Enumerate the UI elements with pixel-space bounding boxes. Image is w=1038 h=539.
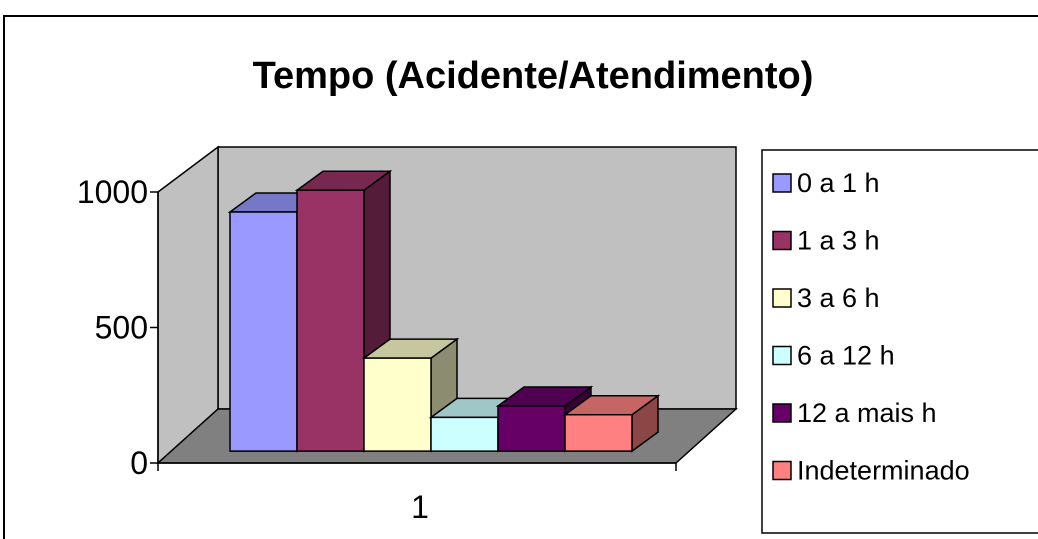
side-wall bbox=[158, 147, 218, 463]
legend-label: 6 a 12 h bbox=[797, 341, 895, 371]
legend-swatch bbox=[773, 462, 791, 480]
legend-item: 12 a mais h bbox=[773, 398, 937, 428]
bar-front bbox=[431, 417, 498, 451]
x-category-label: 1 bbox=[411, 489, 429, 525]
legend-label: Indeterminado bbox=[797, 456, 970, 486]
legend-swatch bbox=[773, 174, 791, 192]
bar-series-6 bbox=[565, 396, 658, 451]
legend-label: 12 a mais h bbox=[797, 398, 937, 428]
legend-swatch bbox=[773, 289, 791, 307]
legend-label: 0 a 1 h bbox=[797, 168, 880, 198]
bar-front bbox=[364, 358, 431, 451]
y-tick-label: 500 bbox=[95, 310, 148, 346]
y-tick-label: 0 bbox=[130, 445, 148, 481]
y-tick-label: 1000 bbox=[77, 174, 148, 210]
legend-swatch bbox=[773, 232, 791, 250]
chart-title: Tempo (Acidente/Atendimento) bbox=[253, 55, 814, 97]
legend-swatch bbox=[773, 347, 791, 365]
bar-front bbox=[297, 190, 364, 451]
bar-front bbox=[498, 406, 565, 451]
bar-front bbox=[230, 212, 297, 451]
legend-label: 3 a 6 h bbox=[797, 283, 880, 313]
bar-front bbox=[565, 415, 632, 451]
legend-label: 1 a 3 h bbox=[797, 226, 880, 256]
legend-swatch bbox=[773, 404, 791, 422]
legend-item: Indeterminado bbox=[773, 456, 970, 486]
